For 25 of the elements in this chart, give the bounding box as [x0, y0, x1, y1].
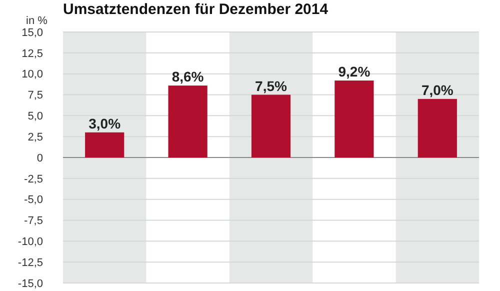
bar [418, 98, 457, 158]
y-tick-label: -7,5 [24, 215, 43, 228]
y-tick-label: -10,0 [18, 236, 43, 248]
bar [251, 94, 291, 158]
data-label: 9,2% [338, 64, 371, 80]
y-tick-label: 15,0 [22, 26, 43, 39]
data-label: 3,0% [88, 115, 122, 132]
y-axis-title: in % [26, 15, 48, 27]
data-label: 8,6% [172, 68, 204, 85]
y-tick-label: 7,5 [28, 90, 43, 102]
bar [334, 80, 374, 158]
y-tick-label: 10,0 [22, 68, 43, 81]
bar [168, 86, 208, 158]
chart-title: Umsatztendenzen für Dezember 2014 [63, 1, 329, 18]
y-tick-label: -15,0 [18, 278, 43, 290]
y-tick-label: -5,0 [24, 194, 43, 206]
y-tick-label: 2,5 [28, 131, 43, 144]
y-tick-label: -2,5 [24, 173, 43, 186]
y-tick-label: 12,5 [22, 48, 43, 60]
y-tick-label: 0 [36, 152, 43, 164]
data-label: 7,5% [255, 78, 288, 94]
data-label: 7,0% [421, 82, 454, 98]
y-tick-label: 5,0 [28, 110, 43, 123]
y-tick-label: -12,5 [18, 256, 43, 269]
bar [85, 132, 124, 158]
